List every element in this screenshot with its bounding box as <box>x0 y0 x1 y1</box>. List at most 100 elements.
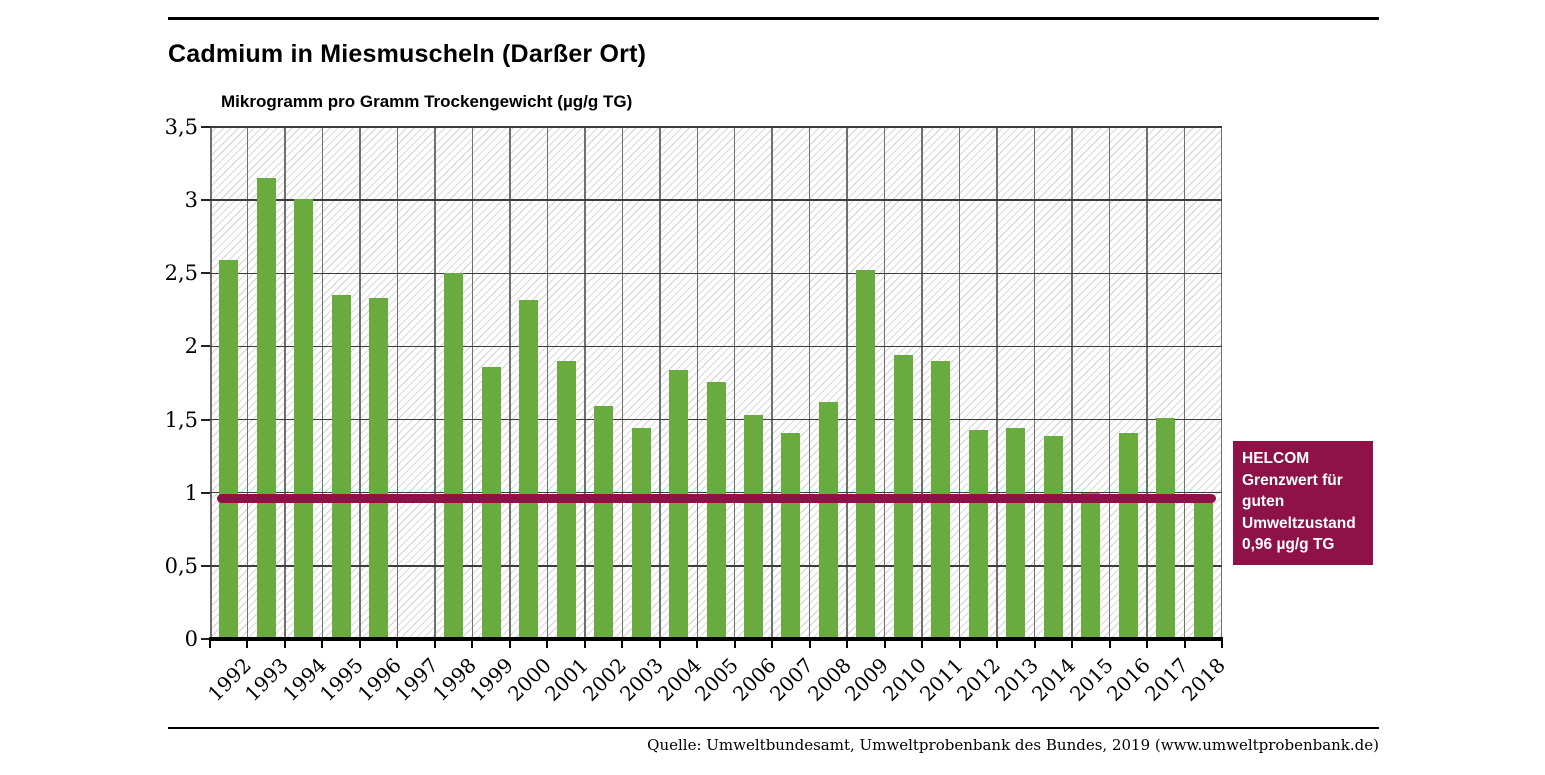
y-tick-label: 3 <box>184 188 198 213</box>
bar-1998 <box>444 273 464 639</box>
gridline-vertical <box>284 127 286 639</box>
y-tick-mark <box>201 638 210 640</box>
gridline-vertical <box>584 127 586 639</box>
bar-2016 <box>1118 432 1138 639</box>
gridline-vertical <box>321 127 324 639</box>
x-tick-mark <box>1183 641 1186 648</box>
bar-1994 <box>294 198 314 639</box>
bar-2000 <box>519 299 539 639</box>
chart-title: Cadmium in Miesmuscheln (Darßer Ort) <box>168 40 647 68</box>
x-tick-mark <box>583 641 586 648</box>
bar-2007 <box>781 432 801 639</box>
bar-1995 <box>331 295 351 639</box>
y-tick-label: 1 <box>184 480 198 505</box>
plot-border-vertical <box>210 127 212 639</box>
gridline-vertical <box>1071 127 1073 639</box>
x-tick-mark <box>471 641 474 648</box>
gridline-vertical <box>846 127 848 639</box>
x-tick-mark <box>658 641 661 648</box>
gridline-vertical <box>808 127 811 639</box>
x-tick-mark <box>283 641 286 648</box>
threshold-label-box: HELCOM Grenzwert für guten Umweltzustand… <box>1233 441 1373 565</box>
gridline-horizontal <box>210 199 1222 201</box>
y-tick-label: 0,5 <box>164 553 198 578</box>
x-tick-label: 1993 <box>240 653 294 706</box>
x-tick-label: 2003 <box>615 653 669 706</box>
bar-1996 <box>369 298 389 639</box>
y-tick-mark <box>201 126 210 128</box>
threshold-label-line: HELCOM <box>1242 450 1310 467</box>
x-tick-mark <box>771 641 774 648</box>
threshold-label-line: guten <box>1242 493 1285 510</box>
gridline-vertical <box>621 127 624 639</box>
x-tick-label: 1995 <box>315 653 369 706</box>
gridline-vertical <box>1108 127 1111 639</box>
gridline-vertical <box>958 127 961 639</box>
bottom-rule <box>168 727 1379 729</box>
plot-border-vertical <box>1220 127 1222 639</box>
x-tick-mark <box>546 641 549 648</box>
gridline-vertical <box>359 127 361 639</box>
threshold-label-line: Umweltzustand <box>1242 514 1356 532</box>
y-tick-label: 0 <box>184 627 198 651</box>
y-tick-mark <box>201 418 210 421</box>
gridline-horizontal <box>210 345 1222 348</box>
bar-2009 <box>856 270 876 639</box>
bar-2018 <box>1193 497 1213 639</box>
bar-2008 <box>818 402 838 639</box>
x-tick-mark <box>808 641 811 648</box>
gridline-vertical <box>246 127 249 639</box>
y-tick-mark <box>201 345 210 348</box>
x-tick-label: 1999 <box>465 653 519 706</box>
bar-2004 <box>669 369 689 639</box>
x-tick-mark <box>1221 641 1223 648</box>
gridline-vertical <box>434 127 436 639</box>
x-tick-label: 2018 <box>1177 653 1231 706</box>
y-tick-mark <box>201 491 210 494</box>
gridline-vertical <box>883 127 886 639</box>
x-tick-mark <box>396 641 399 648</box>
gridline-vertical <box>1033 127 1036 639</box>
x-tick-mark <box>846 641 849 648</box>
x-tick-mark <box>209 641 211 648</box>
bar-2006 <box>743 415 763 639</box>
x-tick-mark <box>696 641 699 648</box>
threshold-label-line: 0,96 µg/g TG <box>1242 536 1335 553</box>
y-tick-mark <box>201 199 210 202</box>
threshold-line <box>217 494 1216 504</box>
bar-2013 <box>1006 428 1026 639</box>
bar-2017 <box>1156 418 1176 639</box>
x-tick-label: 2016 <box>1102 653 1156 706</box>
x-tick-mark <box>958 641 961 648</box>
y-tick-label: 1,5 <box>164 407 198 432</box>
x-tick-label: 2014 <box>1027 653 1081 706</box>
bar-2002 <box>594 406 614 639</box>
x-tick-label: 2007 <box>764 653 818 706</box>
bar-2003 <box>631 428 651 639</box>
x-tick-mark <box>1071 641 1074 648</box>
x-tick-label: 2012 <box>952 653 1006 706</box>
bar-2012 <box>968 429 988 639</box>
x-tick-mark <box>1108 641 1111 648</box>
bar-2005 <box>706 381 726 639</box>
x-tick-mark <box>433 641 436 648</box>
x-tick-mark <box>358 641 361 648</box>
y-axis-title: Mikrogramm pro Gramm Trockengewicht (µg/… <box>221 92 633 111</box>
gridline-vertical <box>996 127 998 639</box>
x-tick-mark <box>733 641 736 648</box>
x-tick-mark <box>996 641 999 648</box>
x-tick-mark <box>1033 641 1036 648</box>
x-tick-label: 2009 <box>839 653 893 706</box>
bar-1993 <box>256 178 276 639</box>
y-tick-mark <box>201 564 210 567</box>
y-tick-label: 2 <box>184 334 198 359</box>
y-tick-label: 3,5 <box>164 115 198 139</box>
x-tick-mark <box>883 641 886 648</box>
gridline-vertical <box>659 127 661 639</box>
plot-area <box>209 126 1223 641</box>
gridline-vertical <box>921 127 923 639</box>
source-attribution: Quelle: Umweltbundesamt, Umweltprobenban… <box>647 736 1379 754</box>
x-tick-mark <box>1146 641 1149 648</box>
gridline-vertical <box>1146 127 1148 639</box>
